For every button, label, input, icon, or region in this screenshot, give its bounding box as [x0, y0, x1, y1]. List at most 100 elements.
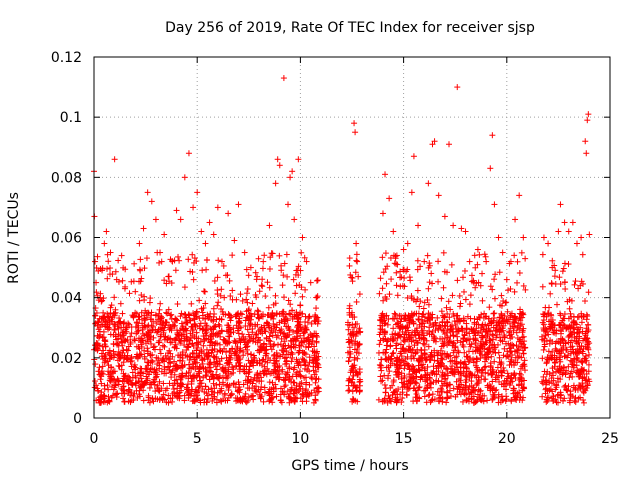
noise-point	[219, 366, 226, 373]
noise-point	[153, 320, 160, 327]
noise-point	[92, 312, 99, 319]
noise-point	[491, 358, 498, 365]
data-point	[177, 216, 184, 223]
data-point	[260, 258, 267, 265]
noise-point	[201, 288, 208, 295]
noise-point	[457, 300, 464, 307]
noise-point	[256, 314, 263, 321]
data-point	[289, 168, 296, 175]
noise-point	[136, 379, 143, 386]
data-point	[132, 288, 139, 295]
noise-point	[107, 309, 114, 316]
noise-point	[377, 275, 384, 282]
noise-point	[304, 366, 311, 373]
noise-point	[121, 398, 128, 405]
noise-point	[203, 399, 210, 406]
noise-point	[307, 331, 314, 338]
data-point	[499, 249, 506, 256]
noise-point	[391, 260, 398, 267]
noise-point	[489, 286, 496, 293]
noise-point	[379, 285, 386, 292]
y-tick-label: 0.08	[51, 170, 82, 186]
noise-point	[280, 389, 287, 396]
noise-point	[310, 363, 317, 370]
noise-point	[258, 282, 265, 289]
data-point	[210, 231, 217, 238]
data-point	[408, 189, 415, 196]
noise-point	[467, 292, 474, 299]
noise-point	[495, 349, 502, 356]
x-tick-label: 15	[395, 431, 413, 447]
noise-point	[586, 351, 593, 358]
data-point	[410, 153, 417, 160]
noise-point	[193, 308, 200, 315]
data-point	[573, 240, 580, 247]
noise-point	[242, 323, 249, 330]
noise-point	[131, 336, 138, 343]
y-tick-label: 0.12	[51, 50, 82, 66]
data-point	[462, 228, 469, 235]
noise-point	[181, 284, 188, 291]
noise-point	[393, 261, 400, 268]
noise-point	[243, 399, 250, 406]
noise-point	[280, 272, 287, 279]
noise-point	[186, 365, 193, 372]
noise-point	[574, 314, 581, 321]
y-tick-label: 0.1	[60, 110, 82, 126]
noise-point	[482, 363, 489, 370]
data-point	[206, 219, 213, 226]
noise-point	[514, 258, 521, 265]
noise-point	[253, 330, 260, 337]
noise-point	[245, 272, 252, 279]
noise-point	[346, 387, 353, 394]
noise-point	[514, 279, 521, 286]
noise-point	[141, 265, 148, 272]
noise-point	[471, 252, 478, 259]
noise-point	[104, 275, 111, 282]
noise-point	[297, 302, 304, 309]
noise-point	[554, 301, 561, 308]
noise-point	[383, 280, 390, 287]
noise-point	[204, 392, 211, 399]
noise-point	[440, 249, 447, 256]
noise-point	[188, 300, 195, 307]
noise-point	[305, 343, 312, 350]
noise-point	[246, 385, 253, 392]
noise-point	[313, 277, 320, 284]
noise-point	[487, 283, 494, 290]
data-point	[446, 141, 453, 148]
data-point	[103, 228, 110, 235]
noise-point	[438, 295, 445, 302]
noise-point	[161, 343, 168, 350]
noise-point	[264, 279, 271, 286]
noise-point	[491, 276, 498, 283]
noise-point	[268, 370, 275, 377]
data-point	[161, 231, 168, 238]
noise-point	[545, 304, 552, 311]
noise-point	[272, 329, 279, 336]
data-point	[441, 213, 448, 220]
noise-point	[210, 305, 217, 312]
data-point	[157, 249, 164, 256]
noise-point	[201, 288, 208, 295]
noise-point	[259, 311, 266, 318]
data-point	[394, 261, 401, 268]
data-point	[165, 273, 172, 280]
noise-point	[259, 283, 266, 290]
noise-point	[516, 269, 523, 276]
noise-point	[146, 381, 153, 388]
noise-point	[551, 273, 558, 280]
noise-point	[190, 350, 197, 357]
noise-point	[266, 333, 273, 340]
noise-point	[283, 251, 290, 258]
noise-point	[127, 339, 134, 346]
noise-point	[206, 376, 213, 383]
noise-point	[178, 310, 185, 317]
noise-point	[282, 382, 289, 389]
noise-point	[310, 399, 317, 406]
noise-point	[138, 292, 145, 299]
noise-point	[281, 260, 288, 267]
noise-point	[445, 298, 452, 305]
noise-point	[313, 330, 320, 337]
noise-point	[553, 347, 560, 354]
